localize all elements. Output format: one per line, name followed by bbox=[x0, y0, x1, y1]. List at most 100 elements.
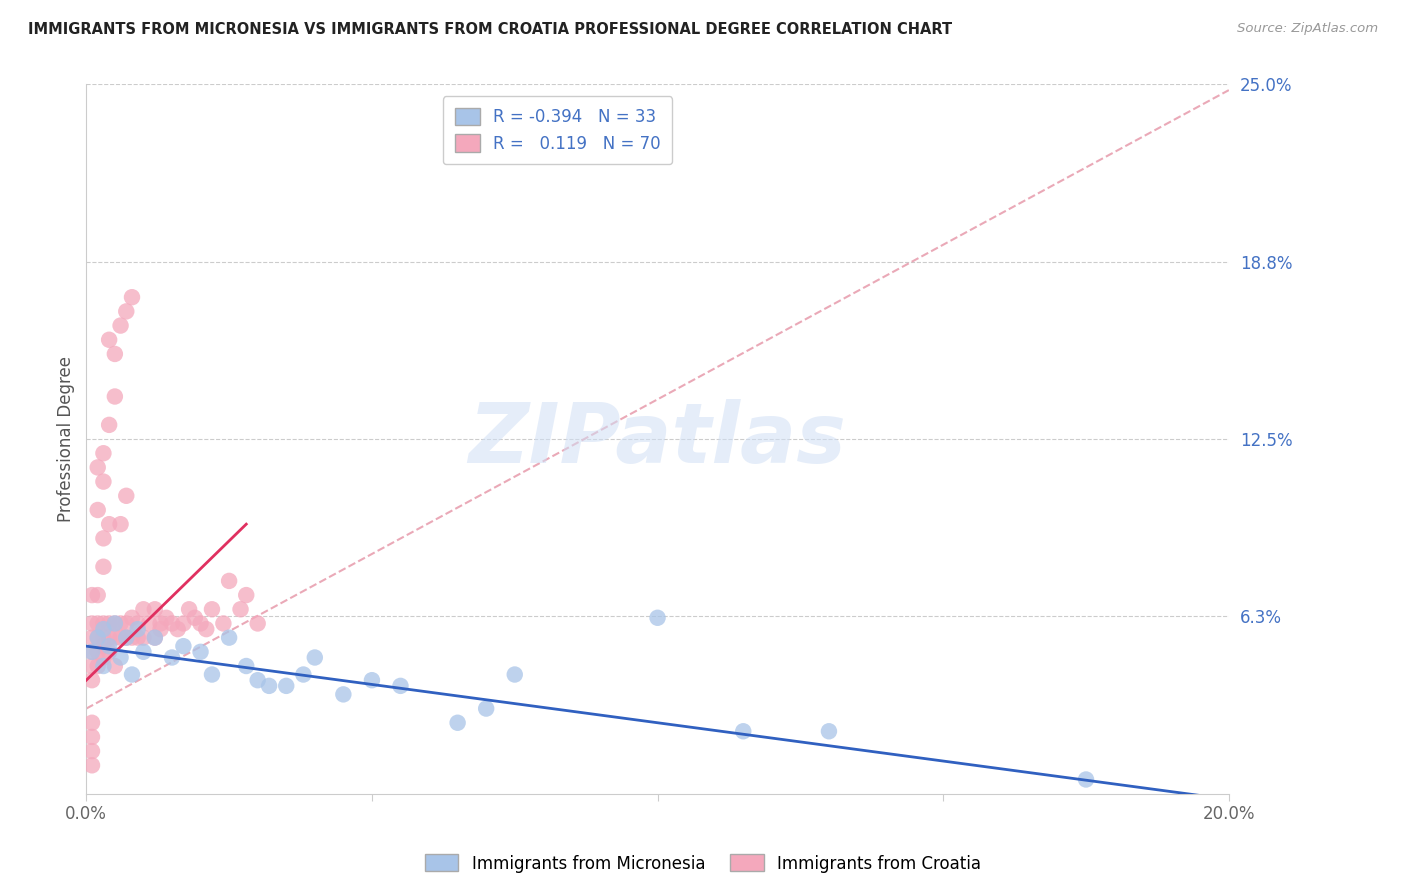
Point bbox=[98, 333, 121, 347]
Point bbox=[86, 659, 108, 673]
Point bbox=[80, 673, 103, 688]
Point bbox=[647, 611, 669, 625]
Point bbox=[446, 715, 468, 730]
Point bbox=[166, 622, 188, 636]
Point bbox=[86, 503, 108, 517]
Point bbox=[115, 631, 138, 645]
Point bbox=[93, 446, 115, 460]
Y-axis label: Professional Degree: Professional Degree bbox=[58, 356, 75, 522]
Point bbox=[104, 631, 127, 645]
Point bbox=[172, 639, 194, 653]
Point bbox=[246, 616, 269, 631]
Point bbox=[93, 650, 115, 665]
Point bbox=[475, 701, 498, 715]
Point bbox=[86, 631, 108, 645]
Point bbox=[190, 645, 212, 659]
Point bbox=[80, 758, 103, 772]
Point bbox=[98, 616, 121, 631]
Point bbox=[190, 616, 212, 631]
Point bbox=[93, 622, 115, 636]
Point bbox=[110, 517, 132, 532]
Point bbox=[115, 631, 138, 645]
Point bbox=[86, 460, 108, 475]
Point bbox=[110, 616, 132, 631]
Point bbox=[80, 744, 103, 758]
Point bbox=[292, 667, 315, 681]
Point bbox=[179, 602, 201, 616]
Point bbox=[127, 631, 149, 645]
Point bbox=[80, 588, 103, 602]
Text: ZIPatlas: ZIPatlas bbox=[468, 399, 846, 480]
Point bbox=[104, 347, 127, 361]
Point bbox=[98, 631, 121, 645]
Point bbox=[80, 659, 103, 673]
Point bbox=[1074, 772, 1097, 787]
Point bbox=[86, 645, 108, 659]
Point bbox=[361, 673, 384, 688]
Point bbox=[93, 559, 115, 574]
Point bbox=[132, 645, 155, 659]
Point bbox=[195, 622, 218, 636]
Point bbox=[98, 417, 121, 432]
Point bbox=[80, 645, 103, 659]
Point bbox=[172, 616, 194, 631]
Point bbox=[257, 679, 280, 693]
Point bbox=[110, 631, 132, 645]
Legend: Immigrants from Micronesia, Immigrants from Croatia: Immigrants from Micronesia, Immigrants f… bbox=[419, 847, 987, 880]
Point bbox=[80, 616, 103, 631]
Legend: R = -0.394   N = 33, R =   0.119   N = 70: R = -0.394 N = 33, R = 0.119 N = 70 bbox=[443, 96, 672, 164]
Point bbox=[132, 631, 155, 645]
Point bbox=[229, 602, 252, 616]
Point bbox=[201, 667, 224, 681]
Point bbox=[98, 517, 121, 532]
Point bbox=[235, 659, 257, 673]
Point bbox=[93, 631, 115, 645]
Point bbox=[80, 645, 103, 659]
Point bbox=[218, 574, 240, 588]
Point bbox=[160, 650, 183, 665]
Point bbox=[132, 602, 155, 616]
Point bbox=[115, 616, 138, 631]
Text: IMMIGRANTS FROM MICRONESIA VS IMMIGRANTS FROM CROATIA PROFESSIONAL DEGREE CORREL: IMMIGRANTS FROM MICRONESIA VS IMMIGRANTS… bbox=[28, 22, 952, 37]
Point bbox=[86, 631, 108, 645]
Point bbox=[93, 639, 115, 653]
Point bbox=[93, 475, 115, 489]
Point bbox=[332, 687, 354, 701]
Point bbox=[80, 631, 103, 645]
Point bbox=[276, 679, 298, 693]
Point bbox=[143, 631, 166, 645]
Point bbox=[304, 650, 326, 665]
Point bbox=[389, 679, 412, 693]
Point bbox=[218, 631, 240, 645]
Point bbox=[86, 588, 108, 602]
Point bbox=[121, 667, 143, 681]
Point bbox=[149, 616, 172, 631]
Point bbox=[155, 611, 177, 625]
Point bbox=[503, 667, 526, 681]
Point bbox=[127, 616, 149, 631]
Point bbox=[110, 650, 132, 665]
Point bbox=[104, 616, 127, 631]
Point bbox=[115, 304, 138, 318]
Point bbox=[212, 616, 235, 631]
Point bbox=[184, 611, 207, 625]
Point bbox=[201, 602, 224, 616]
Point bbox=[98, 645, 121, 659]
Point bbox=[121, 290, 143, 304]
Point bbox=[104, 659, 127, 673]
Point bbox=[93, 659, 115, 673]
Point bbox=[93, 532, 115, 546]
Point bbox=[104, 616, 127, 631]
Point bbox=[110, 318, 132, 333]
Point bbox=[733, 724, 755, 739]
Point bbox=[121, 611, 143, 625]
Point bbox=[235, 588, 257, 602]
Point bbox=[80, 715, 103, 730]
Point bbox=[246, 673, 269, 688]
Point bbox=[80, 730, 103, 744]
Text: Source: ZipAtlas.com: Source: ZipAtlas.com bbox=[1237, 22, 1378, 36]
Point bbox=[160, 616, 183, 631]
Point bbox=[818, 724, 841, 739]
Point bbox=[86, 616, 108, 631]
Point bbox=[149, 622, 172, 636]
